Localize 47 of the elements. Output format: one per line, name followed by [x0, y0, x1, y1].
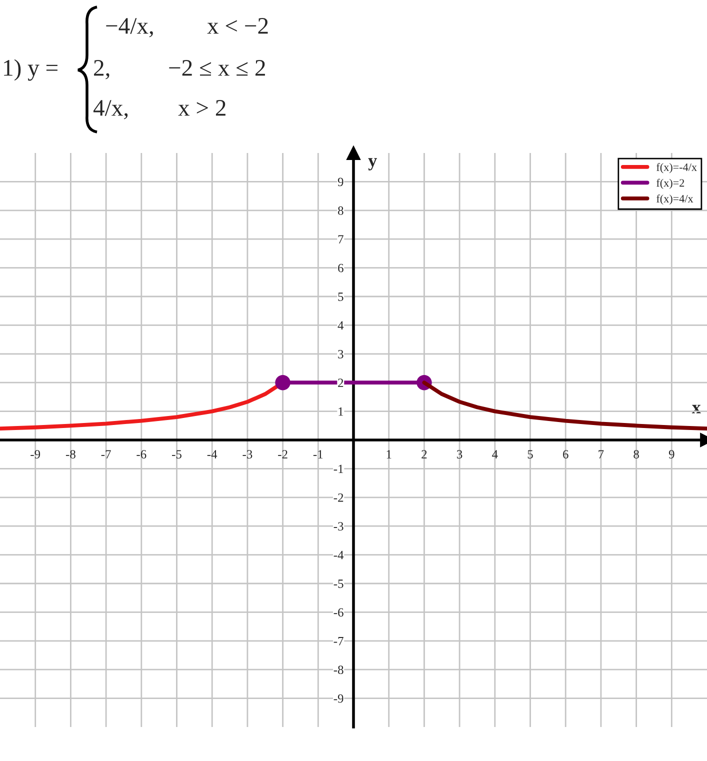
- text: −2 ≤ x ≤ 2: [169, 60, 265, 76]
- y-tick-label: 4: [338, 321, 344, 330]
- x-tick-label: -6: [136, 450, 146, 459]
- x-tick-label: -3: [242, 450, 252, 459]
- y-tick-label: 8: [338, 206, 344, 215]
- x-tick-label: 4: [492, 450, 498, 458]
- y-tick-label: 6: [338, 264, 344, 272]
- x-tick-label: -5: [172, 450, 182, 459]
- text: −4/x,: [106, 18, 153, 38]
- x-tick-label: 2: [422, 450, 427, 458]
- legend-label: f(x)=4/x: [656, 194, 694, 205]
- y-axis-title: y: [368, 158, 377, 170]
- legend-label: f(x)=-4/x: [656, 163, 697, 174]
- text: 4/x,: [93, 100, 128, 120]
- x-tick-label: 8: [634, 450, 639, 459]
- x-tick-label: 3: [457, 450, 462, 459]
- y-tick-label: -3: [334, 522, 344, 531]
- x-tick-label: -1: [313, 450, 323, 458]
- y-tick-label: 1: [338, 407, 344, 416]
- x-tick-label: 6: [563, 450, 568, 459]
- legend-label: f(x)=2: [656, 178, 684, 189]
- x-tick-label: 1: [386, 450, 392, 458]
- x-tick-label: -7: [101, 450, 111, 458]
- x-tick-label: 9: [668, 450, 674, 459]
- y-tick-label: -9: [334, 694, 344, 703]
- y-tick-label: -1: [334, 464, 344, 474]
- text: x > 2: [178, 100, 226, 116]
- y-tick-label: 2: [338, 378, 344, 387]
- text: x < −2: [207, 18, 268, 34]
- y-tick-label: 9: [338, 178, 344, 186]
- y-tick-label: 5: [338, 292, 344, 301]
- y-tick-label: 7: [338, 235, 344, 244]
- x-tick-label: -2: [278, 450, 288, 458]
- y-tick-label: -8: [334, 666, 344, 674]
- x-tick-label: -9: [30, 450, 40, 459]
- y-tick-label: -5: [334, 580, 344, 588]
- y-tick-label: 3: [338, 350, 344, 358]
- x-tick-label: -4: [207, 450, 218, 458]
- chart-title: 1) y =: [4, 59, 58, 81]
- y-tick-label: -6: [334, 608, 344, 617]
- x-tick-label: 5: [528, 450, 533, 459]
- x-tick-label: 7: [598, 450, 604, 458]
- y-tick-label: -7: [334, 637, 344, 646]
- text: 2,: [94, 60, 110, 80]
- y-tick-label: -2: [334, 493, 344, 502]
- x-tick-label: -8: [66, 450, 76, 459]
- y-tick-label: -4: [334, 550, 344, 560]
